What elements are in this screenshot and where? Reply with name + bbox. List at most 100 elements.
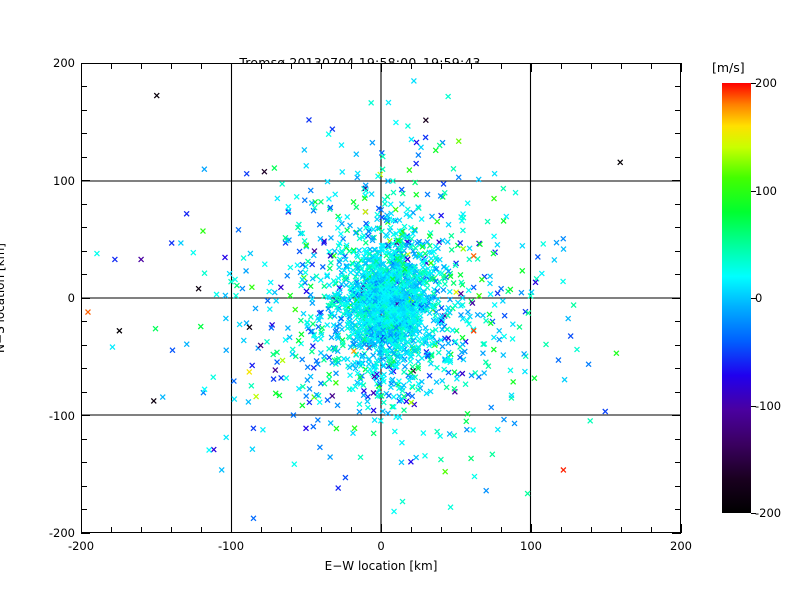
colorbar-tick — [751, 513, 756, 514]
x-tick — [560, 63, 562, 69]
y-tick — [81, 86, 87, 87]
colorbar-tick — [751, 298, 756, 299]
x-tick — [140, 527, 142, 533]
x-tick — [440, 527, 442, 533]
y-tick — [675, 321, 681, 322]
x-tick — [500, 527, 502, 533]
y-tick — [675, 368, 681, 369]
x-tick — [110, 63, 112, 69]
y-tick — [81, 485, 87, 487]
x-tick — [470, 527, 472, 533]
x-tick — [320, 527, 322, 533]
y-tick — [81, 156, 87, 158]
y-tick — [81, 203, 87, 205]
x-tick — [680, 63, 682, 72]
y-tick-label: -200 — [48, 526, 75, 540]
y-tick — [81, 344, 87, 346]
x-tick-label: 0 — [377, 539, 385, 553]
y-tick — [675, 227, 681, 228]
x-tick — [470, 63, 472, 69]
y-axis-label: N−S location [km] — [0, 243, 7, 353]
x-tick-label: -100 — [217, 539, 245, 553]
x-tick — [650, 63, 652, 69]
y-tick — [81, 391, 87, 393]
x-tick — [80, 524, 82, 533]
colorbar-tick-label: -100 — [755, 398, 782, 413]
colorbar-tick-label: 200 — [755, 76, 777, 90]
y-tick — [675, 133, 681, 134]
y-tick — [675, 485, 681, 487]
colorbar-tick-label: 0 — [755, 291, 763, 305]
x-tick-label: -200 — [67, 539, 95, 553]
x-tick — [200, 527, 202, 533]
y-tick — [81, 250, 87, 252]
data-points — [85, 77, 624, 522]
x-tick — [530, 524, 532, 533]
colorbar-tick — [751, 190, 756, 192]
x-tick-label: 100 — [520, 539, 542, 553]
scatter-data-layer — [82, 64, 680, 532]
y-tick — [675, 156, 681, 158]
x-tick — [110, 527, 112, 533]
colorbar: -200 -100 0 100 200 — [722, 76, 781, 520]
colorbar-gradient — [722, 83, 751, 513]
y-tick — [81, 109, 87, 111]
y-tick — [675, 250, 681, 252]
x-tick — [380, 524, 382, 533]
y-tick — [675, 509, 681, 510]
x-tick — [140, 63, 142, 69]
y-tick — [81, 532, 90, 534]
y-tick — [81, 274, 87, 275]
y-tick — [81, 509, 87, 510]
y-tick — [81, 297, 90, 299]
x-tick — [260, 527, 262, 533]
y-tick — [675, 86, 681, 87]
x-tick — [260, 63, 262, 69]
x-tick — [170, 527, 172, 533]
x-tick — [350, 63, 352, 69]
x-tick — [200, 63, 202, 69]
x-tick — [80, 63, 82, 72]
y-tick — [675, 438, 681, 440]
y-tick — [675, 274, 681, 275]
y-tick — [675, 391, 681, 393]
x-tick — [290, 527, 292, 533]
scatter-plot-axes — [81, 63, 681, 533]
x-axis-label: E−W location [km] — [324, 559, 438, 573]
colorbar-tick — [751, 405, 756, 407]
y-tick — [672, 180, 681, 181]
y-tick-label: -100 — [48, 408, 75, 423]
x-tick — [230, 524, 232, 533]
y-tick — [81, 438, 87, 440]
y-tick-label: 100 — [53, 173, 75, 188]
y-tick — [81, 321, 87, 322]
y-tick — [675, 344, 681, 346]
y-tick — [81, 62, 90, 64]
x-tick — [410, 63, 412, 69]
y-tick — [672, 297, 681, 299]
y-tick — [81, 133, 87, 134]
x-tick — [680, 524, 682, 533]
x-tick — [530, 63, 532, 72]
colorbar-tick-label: 100 — [755, 183, 777, 198]
x-tick — [620, 63, 622, 69]
y-tick — [675, 462, 681, 463]
y-tick — [675, 203, 681, 205]
y-tick — [675, 109, 681, 111]
x-tick — [560, 527, 562, 533]
x-tick — [590, 63, 592, 69]
y-tick — [81, 180, 90, 181]
x-tick — [170, 63, 172, 69]
y-tick — [672, 532, 681, 534]
y-tick-label: 200 — [53, 56, 75, 70]
x-tick — [230, 63, 232, 72]
colorbar-tick-label: -200 — [755, 506, 782, 520]
y-tick — [81, 368, 87, 369]
y-tick — [81, 462, 87, 463]
colorbar-unit-label: [m/s] — [712, 60, 745, 75]
x-tick — [410, 527, 412, 533]
x-tick — [380, 63, 382, 72]
x-tick — [650, 527, 652, 533]
x-tick — [500, 63, 502, 69]
